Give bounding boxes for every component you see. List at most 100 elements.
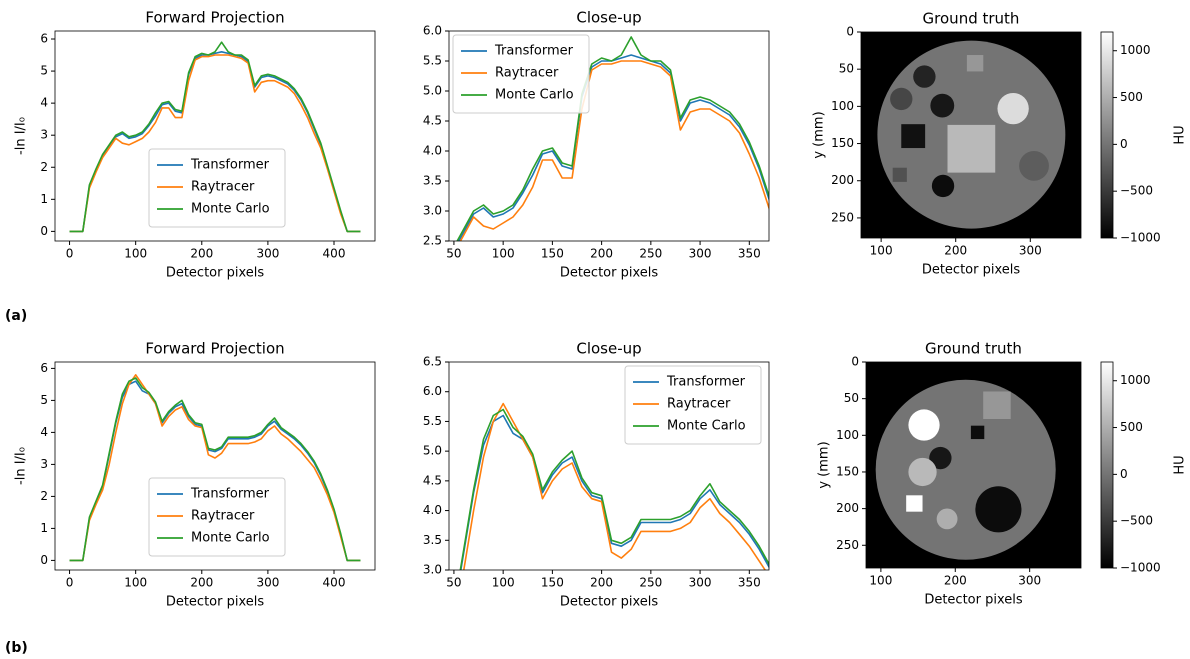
line <box>69 54 361 233</box>
y-tick-label: 0 <box>40 553 48 567</box>
legend-label: Raytracer <box>191 180 255 195</box>
legend: Transformer Raytracer Monte Carlo <box>624 365 762 445</box>
y-tick-label: 200 <box>831 173 854 187</box>
x-tick-label: 300 <box>256 576 279 590</box>
y-tick-label: 0 <box>40 224 48 238</box>
colorbar-label: HU <box>1173 125 1188 144</box>
x-axis-label: Detector pixels <box>166 595 265 610</box>
y-tick-label: 2 <box>40 489 48 503</box>
x-axis-label: Detector pixels <box>922 263 1021 278</box>
y-tick-label: 0 <box>846 25 854 39</box>
y-tick-label: 5 <box>40 64 48 78</box>
x-tick-label: 200 <box>944 244 967 258</box>
colorbar-tick-label: −1000 <box>1120 231 1161 245</box>
legend-label: Monte Carlo <box>191 531 270 546</box>
y-tick-label: 4 <box>40 425 48 439</box>
line <box>69 374 361 562</box>
y-tick-label: 6 <box>40 32 48 46</box>
x-tick-label: 150 <box>541 247 564 261</box>
x-tick-label: 0 <box>66 247 74 261</box>
x-tick-label: 100 <box>492 247 515 261</box>
y-tick-label: 4 <box>40 96 48 110</box>
x-tick-label: 0 <box>66 576 74 590</box>
colorbar-tick-label: −500 <box>1120 184 1153 198</box>
y-tick-label: 5 <box>40 393 48 407</box>
x-tick-label: 200 <box>190 576 213 590</box>
x-tick-label: 200 <box>590 247 613 261</box>
phantom-circle <box>908 409 940 441</box>
x-tick-label: 350 <box>738 576 761 590</box>
x-tick-label: 300 <box>689 247 712 261</box>
phantom-circle <box>908 457 937 487</box>
colorbar-tick-label: 0 <box>1120 467 1128 481</box>
chart-title: Forward Projection <box>145 9 284 27</box>
phantom-circle <box>875 379 1056 560</box>
y-tick-label: 150 <box>831 136 854 150</box>
legend-box <box>452 34 590 114</box>
y-axis-label: y (mm) <box>812 111 827 158</box>
colorbar-tick-label: 1000 <box>1120 43 1151 57</box>
line <box>460 414 769 570</box>
legend-label: Monte Carlo <box>667 419 746 434</box>
x-tick-label: 100 <box>492 576 515 590</box>
line <box>69 377 361 562</box>
phantom-square <box>970 425 985 440</box>
x-tick-label: 400 <box>323 576 346 590</box>
x-tick-label: 100 <box>869 574 892 588</box>
legend-label: Raytracer <box>191 509 255 524</box>
phantom-square <box>906 495 923 512</box>
legend-label: Transformer <box>190 158 270 173</box>
phantom-square <box>901 124 926 149</box>
colorbar-tick-label: −500 <box>1120 514 1153 528</box>
x-tick-label: 350 <box>738 247 761 261</box>
x-tick-label: 200 <box>590 576 613 590</box>
y-tick-label: 250 <box>831 210 854 224</box>
legend-label: Monte Carlo <box>191 202 270 217</box>
y-tick-label: 6 <box>40 361 48 375</box>
y-tick-label: 250 <box>836 538 859 552</box>
phantom-circle <box>929 446 952 470</box>
chart-title: Ground truth <box>925 340 1022 358</box>
colorbar-tick-label: −1000 <box>1120 561 1161 575</box>
x-axis-label: Detector pixels <box>166 266 265 281</box>
plot-area <box>861 32 1081 238</box>
colorbar-tick-label: 0 <box>1120 137 1128 151</box>
legend-label: Transformer <box>666 375 746 390</box>
y-axis-label: -ln I/I₀ <box>14 117 29 155</box>
y-tick-label: 0 <box>851 355 859 369</box>
y-tick-label: 50 <box>839 62 854 76</box>
phantom-circle <box>930 93 955 118</box>
line <box>459 60 769 241</box>
x-tick-label: 300 <box>1018 574 1041 588</box>
x-tick-label: 300 <box>256 247 279 261</box>
axes-frame <box>865 361 1082 569</box>
x-axis-label: Detector pixels <box>924 593 1023 608</box>
phantom-circle <box>913 65 936 88</box>
x-tick-label: 300 <box>689 576 712 590</box>
plot-area <box>69 374 361 562</box>
y-tick-label: 3.0 <box>423 563 442 577</box>
phantom-circle <box>1019 150 1049 181</box>
x-tick-label: 250 <box>639 247 662 261</box>
x-tick-label: 100 <box>870 244 893 258</box>
legend-label: Transformer <box>190 487 270 502</box>
x-tick-label: 300 <box>1019 244 1042 258</box>
chart-title: Close-up <box>576 340 641 358</box>
y-tick-label: 1 <box>40 521 48 535</box>
legend-label: Raytracer <box>495 66 559 81</box>
colorbar <box>1100 361 1114 569</box>
legend-box <box>148 477 286 557</box>
y-tick-label: 150 <box>836 464 859 478</box>
x-tick-label: 50 <box>446 247 461 261</box>
y-tick-label: 6.0 <box>423 24 442 38</box>
y-tick-label: 2 <box>40 160 48 174</box>
panel-label: (a) <box>5 308 27 324</box>
x-tick-label: 50 <box>446 576 461 590</box>
phantom-circle <box>936 508 958 530</box>
axes-frame <box>54 30 376 242</box>
panel-label: (b) <box>5 640 28 656</box>
x-tick-label: 200 <box>190 247 213 261</box>
y-tick-label: 5.0 <box>423 444 442 458</box>
y-tick-label: 4.5 <box>423 473 442 487</box>
y-tick-label: 2.5 <box>423 234 442 248</box>
